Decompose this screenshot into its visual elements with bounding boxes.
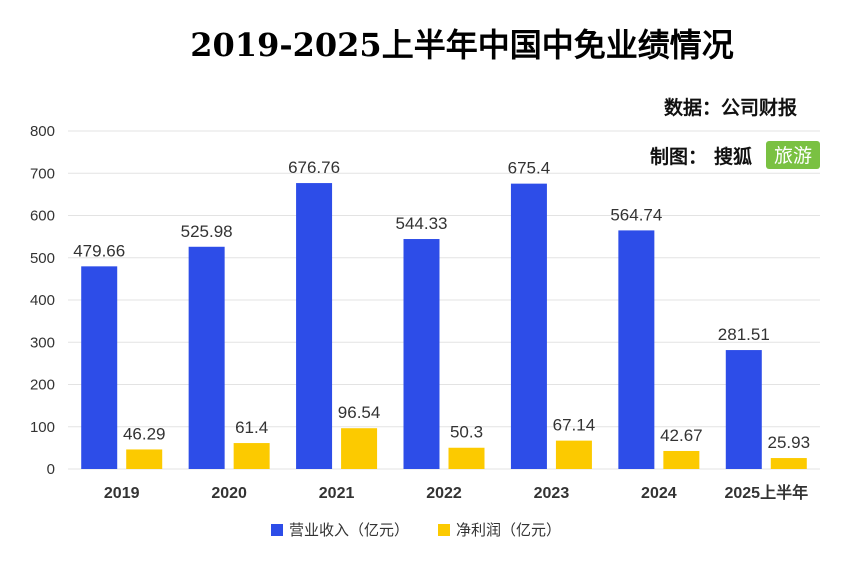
bars bbox=[81, 183, 807, 469]
brand-badge-label: 旅游 bbox=[774, 145, 812, 167]
bar-profit bbox=[555, 440, 592, 469]
y-tick-label: 600 bbox=[30, 208, 55, 225]
y-axis: 0 100 200 300 400 500 600 700 800 bbox=[30, 123, 55, 478]
data-label-revenue: 544.33 bbox=[396, 214, 448, 233]
data-label-revenue: 676.76 bbox=[288, 158, 340, 177]
made-by-label: 制图： bbox=[650, 145, 707, 168]
data-labels: 479.66 46.29 525.98 61.4 676.76 96.54 544.33 50… bbox=[73, 158, 810, 452]
legend: 营业收入（亿元） 净利润（亿元） bbox=[271, 521, 561, 539]
data-label-profit: 42.67 bbox=[660, 426, 703, 445]
bar-profit bbox=[233, 443, 270, 469]
x-axis: 2019 2020 2021 2022 2023 2024 2025上半年 bbox=[104, 483, 808, 502]
gridlines bbox=[68, 130, 820, 470]
data-label-profit: 96.54 bbox=[338, 403, 381, 422]
data-label-revenue: 479.66 bbox=[73, 241, 125, 260]
chart-title: 2019-2025上半年中国中免业绩情况 bbox=[190, 26, 733, 64]
data-label-profit: 67.14 bbox=[553, 416, 596, 435]
y-tick-label: 700 bbox=[30, 165, 55, 182]
bar-profit bbox=[126, 449, 163, 469]
data-label-revenue: 281.51 bbox=[718, 325, 770, 344]
legend-swatch-revenue bbox=[271, 524, 283, 536]
y-tick-label: 400 bbox=[30, 292, 55, 309]
y-tick-label: 200 bbox=[30, 377, 55, 394]
bar-revenue bbox=[618, 230, 655, 469]
bar-profit bbox=[448, 447, 485, 469]
bar-revenue bbox=[510, 183, 547, 469]
y-tick-label: 800 bbox=[30, 123, 55, 140]
data-label-revenue: 525.98 bbox=[181, 222, 233, 241]
y-tick-label: 300 bbox=[30, 334, 55, 351]
x-tick-label: 2019 bbox=[104, 485, 140, 502]
x-tick-label: 2024 bbox=[641, 485, 677, 502]
x-tick-label: 2021 bbox=[319, 485, 355, 502]
bar-profit bbox=[770, 458, 807, 469]
y-tick-label: 0 bbox=[47, 461, 55, 478]
legend-swatch-profit bbox=[438, 524, 450, 536]
data-label-profit: 25.93 bbox=[768, 433, 811, 452]
bar-revenue bbox=[725, 350, 762, 469]
data-label-profit: 46.29 bbox=[123, 424, 166, 443]
bar-profit bbox=[341, 428, 378, 469]
x-tick-label: 2022 bbox=[426, 485, 462, 502]
data-source: 数据：公司财报 bbox=[664, 96, 797, 119]
bar-revenue bbox=[403, 239, 440, 469]
legend-label-revenue: 营业收入（亿元） bbox=[289, 521, 409, 539]
brand-name: 搜狐 bbox=[714, 145, 752, 168]
data-label-revenue: 675.4 bbox=[508, 159, 551, 178]
data-label-profit: 61.4 bbox=[235, 418, 268, 437]
brand-badge bbox=[766, 141, 820, 169]
data-label-revenue: 564.74 bbox=[610, 205, 662, 224]
x-tick-label: 2023 bbox=[534, 485, 570, 502]
bar-revenue bbox=[296, 183, 333, 469]
legend-label-profit: 净利润（亿元） bbox=[456, 521, 561, 539]
y-tick-label: 500 bbox=[30, 250, 55, 267]
bar-revenue bbox=[188, 246, 225, 469]
data-label-profit: 50.3 bbox=[450, 423, 483, 442]
bar-revenue bbox=[81, 266, 118, 469]
x-tick-label: 2020 bbox=[211, 485, 247, 502]
bar-profit bbox=[663, 450, 700, 469]
x-tick-label: 2025上半年 bbox=[724, 483, 808, 502]
y-tick-label: 100 bbox=[30, 419, 55, 436]
